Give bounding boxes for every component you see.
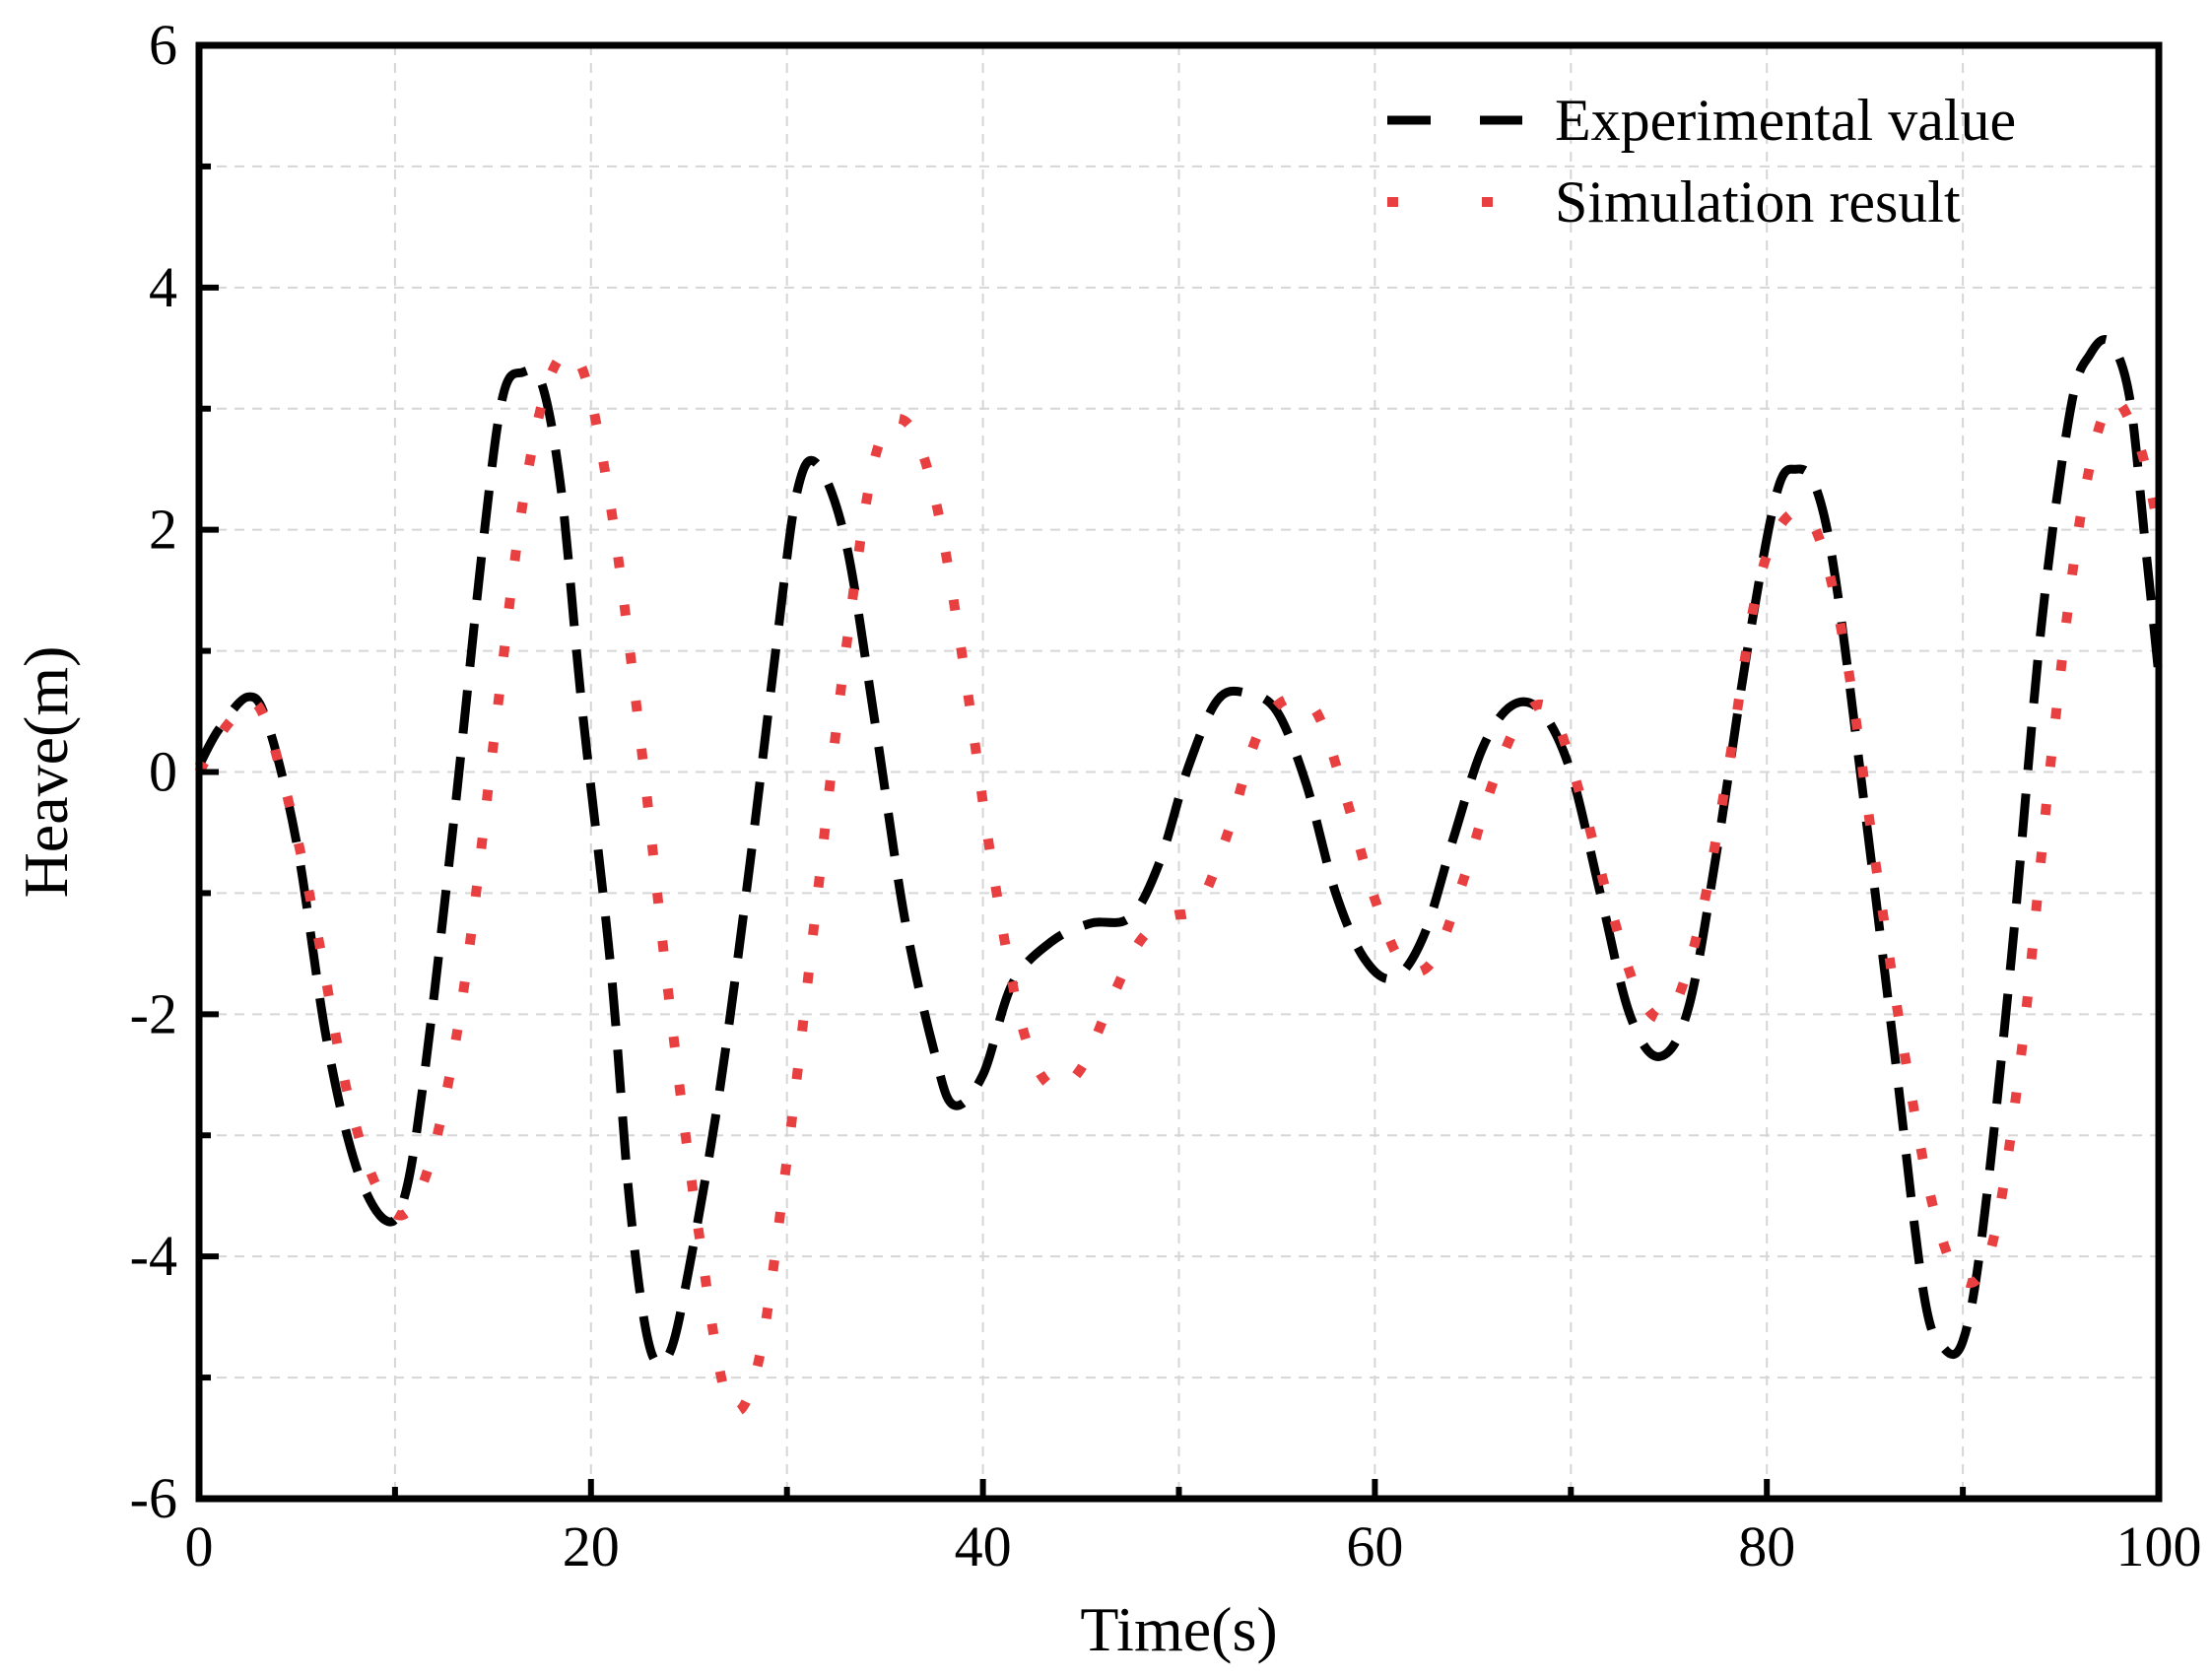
legend: Experimental value Simulation result: [1387, 88, 2016, 235]
series-line-simulation: [194, 347, 2164, 1417]
y-tick-label: 0: [149, 740, 177, 804]
y-tick-label: -6: [130, 1466, 177, 1530]
legend-label-simulation: Simulation result: [1555, 169, 1961, 235]
x-tick-label: 100: [2116, 1514, 2202, 1578]
x-tick-label: 0: [185, 1514, 214, 1578]
axis-ticks: [199, 163, 1967, 1499]
series-line-experimental: [194, 335, 2164, 1370]
x-tick-label: 60: [1346, 1514, 1403, 1578]
x-tick-label: 20: [563, 1514, 620, 1578]
x-axis-title: Time(s): [1080, 1594, 1277, 1664]
y-tick-label: -4: [130, 1224, 177, 1288]
y-tick-label: 2: [149, 498, 177, 562]
tick-labels: 0 20 40 60 80 100 -6 -4 -2 0 2 4 6: [130, 13, 2202, 1578]
legend-label-experimental: Experimental value: [1555, 88, 2016, 153]
y-tick-label: 6: [149, 13, 177, 77]
x-tick-label: 80: [1738, 1514, 1795, 1578]
grid-lines: [199, 45, 2159, 1499]
y-tick-label: 4: [149, 255, 177, 319]
y-tick-label: -2: [130, 981, 177, 1045]
y-axis-title: Heave(m): [11, 646, 81, 899]
x-tick-label: 40: [955, 1514, 1012, 1578]
series-lines: [194, 335, 2164, 1417]
